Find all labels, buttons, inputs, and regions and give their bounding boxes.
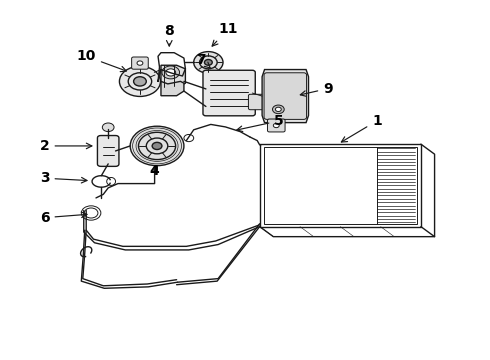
Circle shape: [273, 123, 279, 128]
Text: 4: 4: [150, 164, 159, 178]
Circle shape: [166, 69, 175, 76]
Bar: [264, 147, 417, 224]
Text: 1: 1: [342, 114, 382, 142]
FancyBboxPatch shape: [203, 70, 255, 116]
Circle shape: [102, 123, 114, 132]
Circle shape: [275, 107, 281, 112]
Bar: [260, 144, 421, 226]
Circle shape: [130, 126, 184, 166]
Text: 10: 10: [76, 49, 126, 72]
Text: 2: 2: [40, 139, 92, 153]
Text: 7: 7: [196, 53, 211, 68]
Text: 5: 5: [237, 114, 284, 131]
Circle shape: [204, 59, 212, 65]
Text: 6: 6: [40, 211, 87, 225]
Circle shape: [194, 51, 223, 73]
FancyBboxPatch shape: [132, 57, 148, 69]
Text: 9: 9: [300, 82, 333, 96]
Text: 8: 8: [164, 24, 174, 46]
FancyBboxPatch shape: [264, 73, 307, 120]
Circle shape: [184, 134, 194, 141]
FancyBboxPatch shape: [98, 135, 119, 166]
Circle shape: [272, 105, 284, 114]
Circle shape: [162, 66, 179, 79]
FancyBboxPatch shape: [268, 119, 285, 132]
Circle shape: [152, 142, 162, 149]
Circle shape: [137, 61, 143, 65]
Circle shape: [134, 77, 147, 86]
Polygon shape: [161, 81, 184, 96]
Polygon shape: [262, 69, 309, 123]
Text: 11: 11: [212, 22, 238, 46]
Text: 3: 3: [40, 171, 87, 185]
Circle shape: [120, 66, 160, 96]
Polygon shape: [161, 65, 185, 87]
FancyBboxPatch shape: [248, 94, 266, 110]
